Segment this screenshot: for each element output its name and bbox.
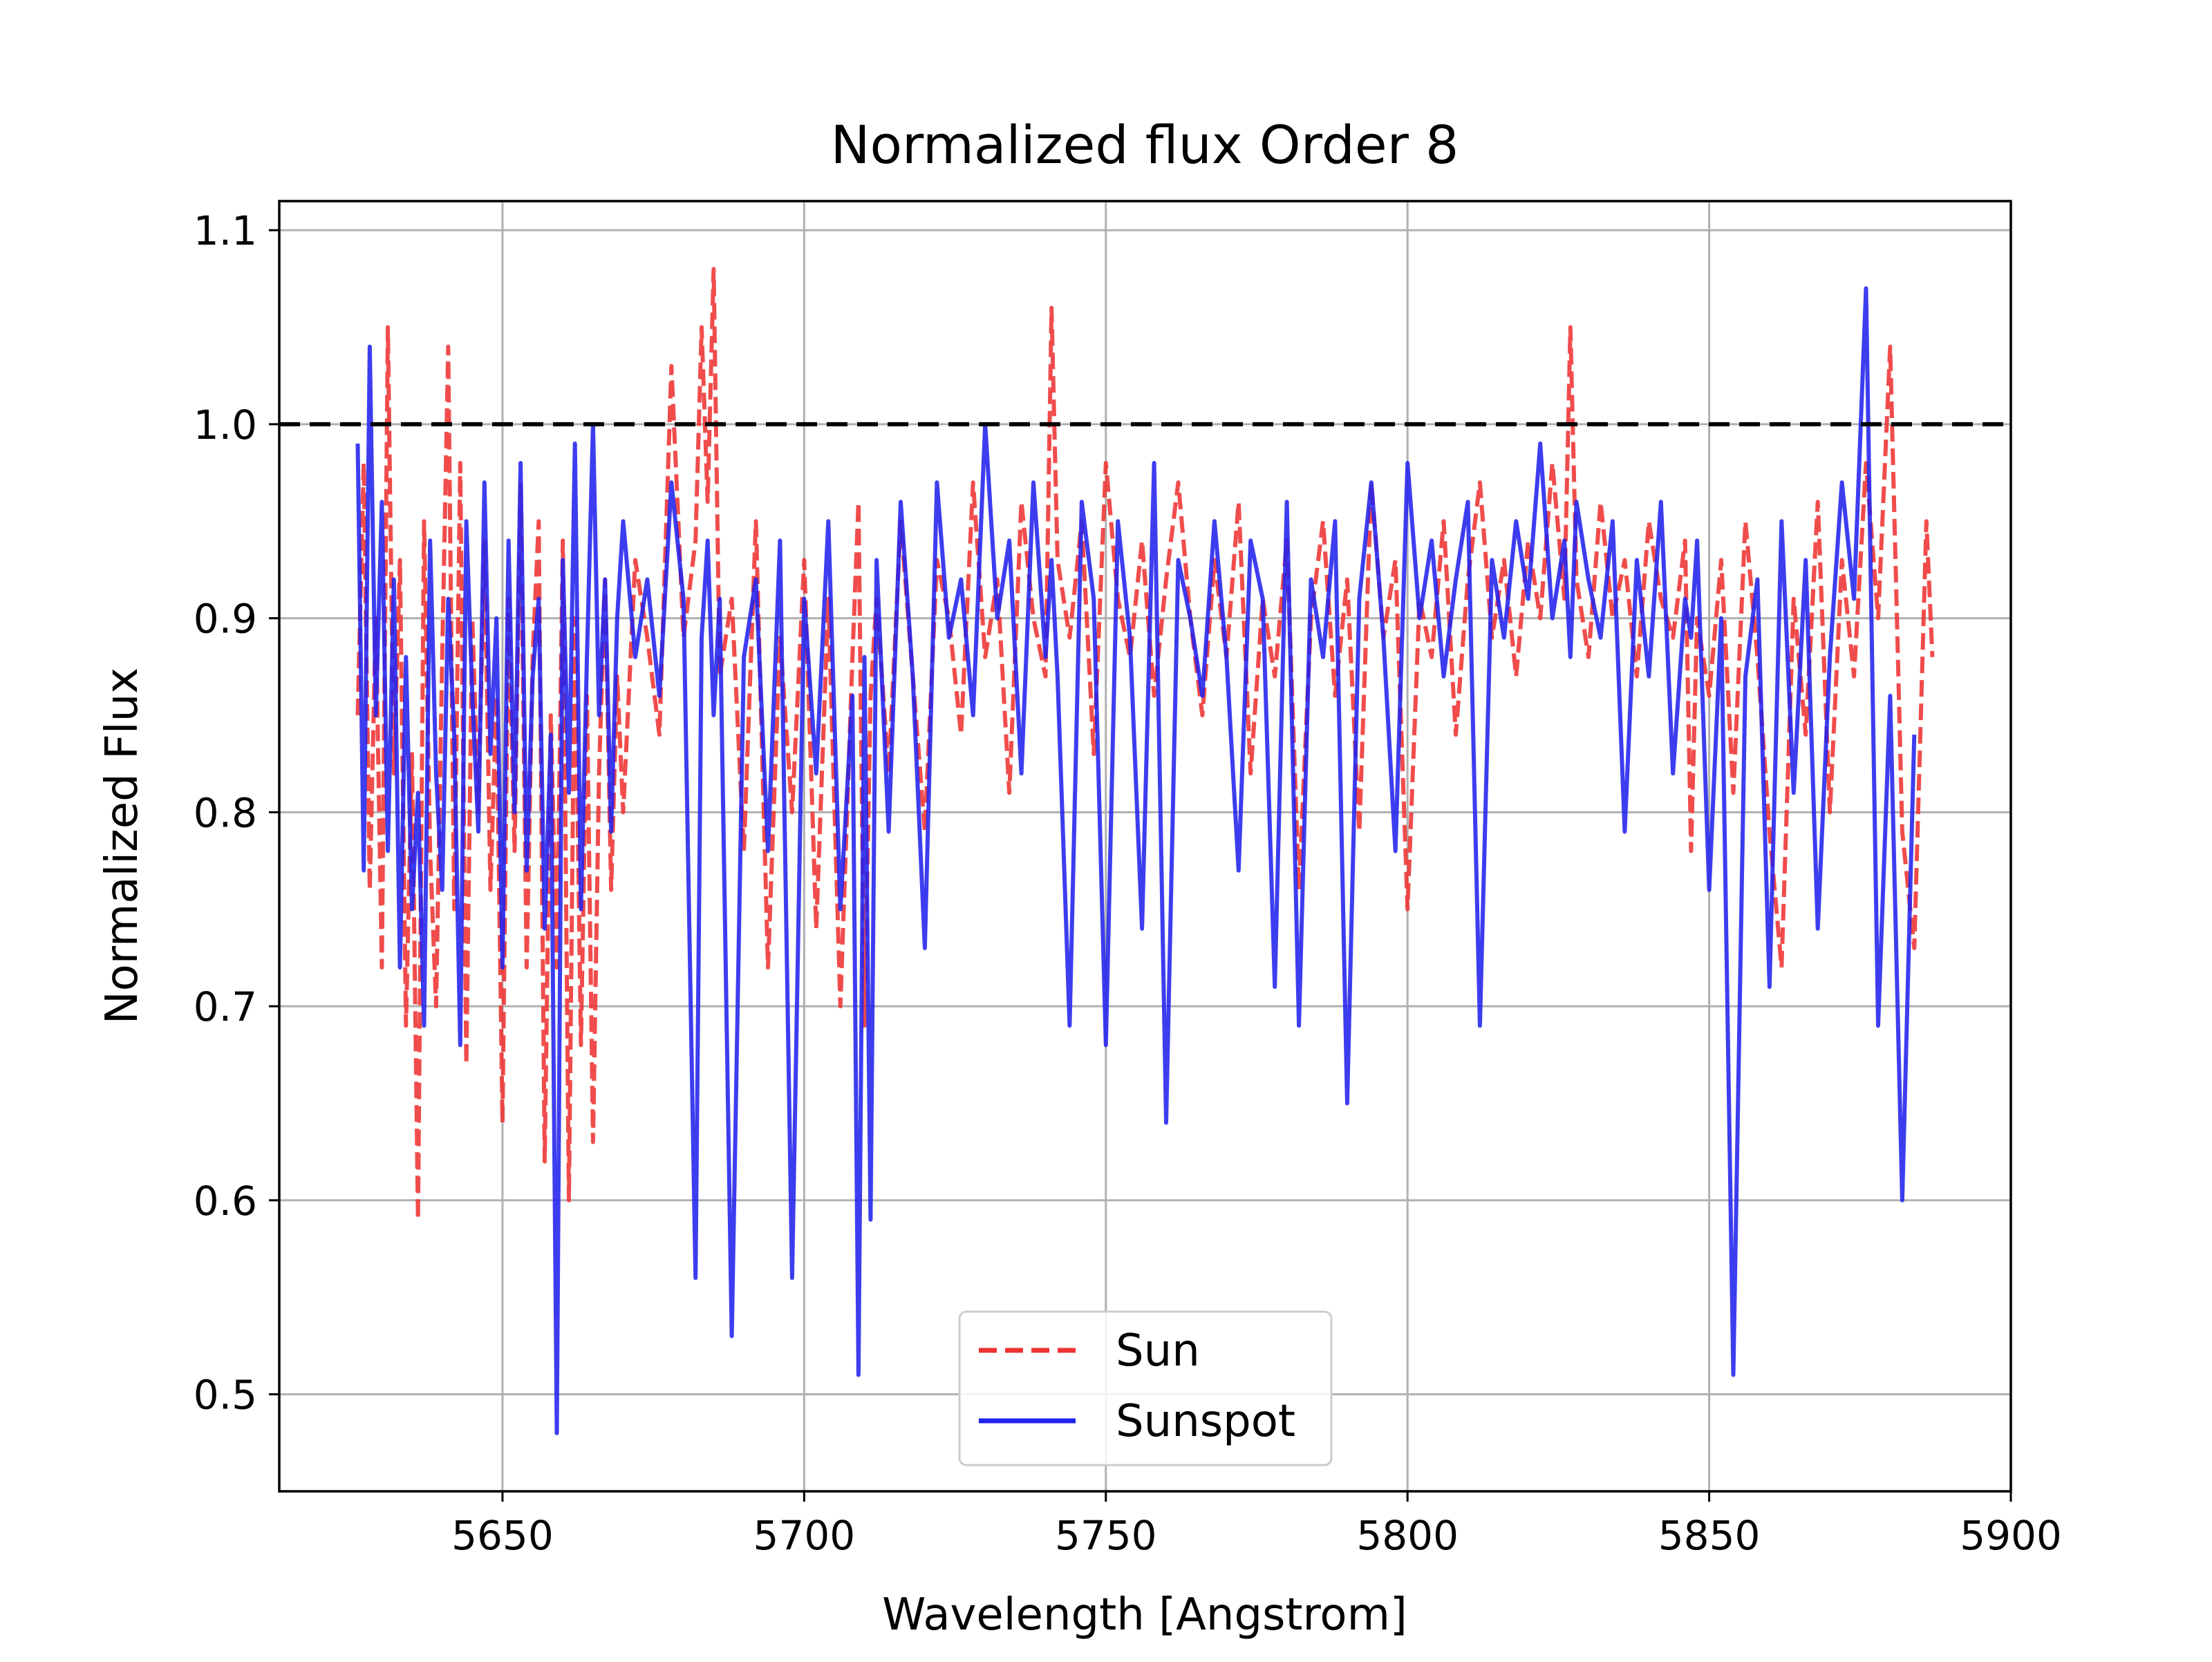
x-tick-label: 5850: [1658, 1512, 1761, 1559]
tick-layer: 5650 5700 5750 5800 5850 5900 0.5 0.6 0.7 0.8 0.9 1…: [194, 207, 2062, 1559]
chart-title: Normalized flux Order 8: [831, 114, 1459, 176]
legend-box: [958, 1310, 1333, 1466]
y-tick-label: 0.9: [194, 596, 257, 643]
legend: Sun Sunspot: [958, 1310, 1333, 1466]
x-tick-label: 5900: [1960, 1512, 2062, 1559]
plot-frame: [278, 200, 2012, 1493]
y-axis-label: Normalized Flux: [97, 668, 148, 1024]
y-tick-label: 0.8: [194, 789, 257, 836]
series-layer: [355, 267, 1935, 1435]
x-tick-label: 5650: [451, 1512, 554, 1559]
y-tick-label: 0.6: [194, 1178, 257, 1225]
y-tick-label: 1.0: [194, 402, 257, 448]
x-axis-label: Wavelength [Angstrom]: [882, 1589, 1407, 1641]
legend-label-sun: Sun: [1116, 1325, 1200, 1377]
legend-label-sunspot: Sunspot: [1116, 1396, 1295, 1447]
series-line-sunspot: [355, 286, 1917, 1435]
x-tick-label: 5800: [1356, 1512, 1459, 1559]
x-tick-label: 5750: [1055, 1512, 1157, 1559]
x-tick-label: 5700: [753, 1512, 856, 1559]
y-tick-label: 0.5: [194, 1372, 257, 1419]
y-tick-label: 0.7: [194, 983, 257, 1030]
y-tick-label: 1.1: [194, 207, 257, 254]
